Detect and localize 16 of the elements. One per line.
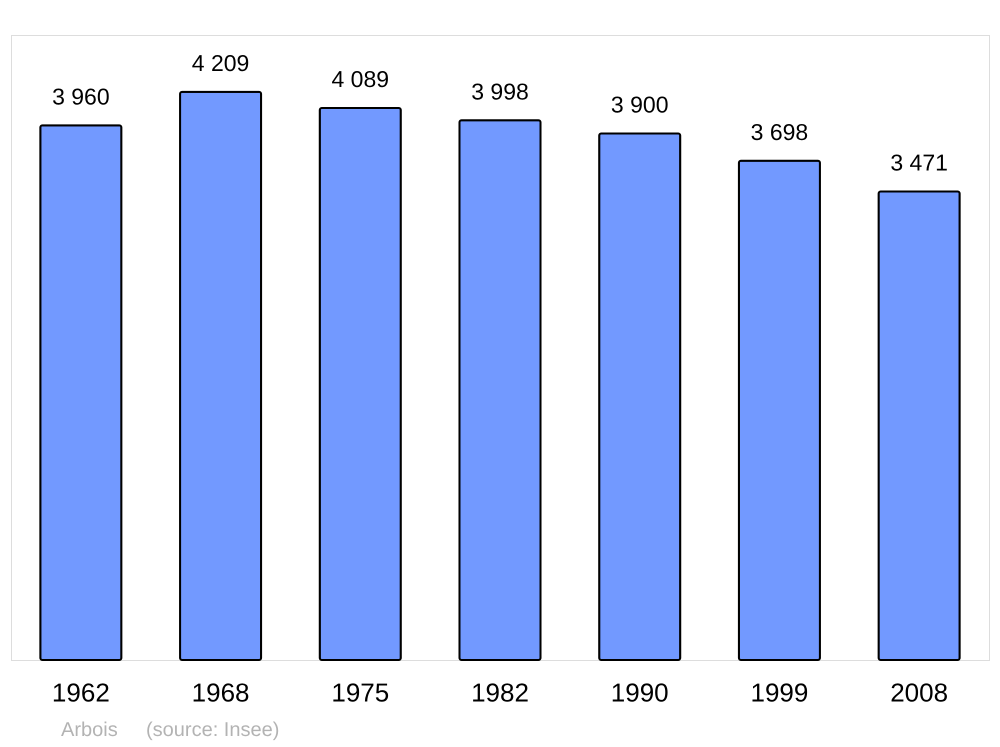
data-label: 3 960 — [52, 83, 110, 110]
x-tick-label: 1975 — [331, 678, 390, 708]
x-tick-label: 2008 — [890, 678, 948, 708]
data-label: 4 089 — [332, 66, 390, 92]
data-label: 3 698 — [750, 118, 808, 145]
data-label: 3 998 — [471, 78, 529, 104]
x-tick-label: 1982 — [471, 678, 529, 708]
text: Arbois — [61, 719, 118, 741]
data-label: 3 900 — [610, 92, 668, 118]
x-tick-label: 1968 — [192, 678, 250, 708]
data-label: 3 471 — [890, 149, 948, 176]
data-label: 4 209 — [192, 50, 250, 76]
x-tick-label: 1962 — [52, 678, 110, 708]
x-tick-label: 1990 — [610, 678, 669, 708]
text: (source: Insee) — [146, 719, 280, 741]
x-tick-label: 1999 — [750, 678, 808, 708]
